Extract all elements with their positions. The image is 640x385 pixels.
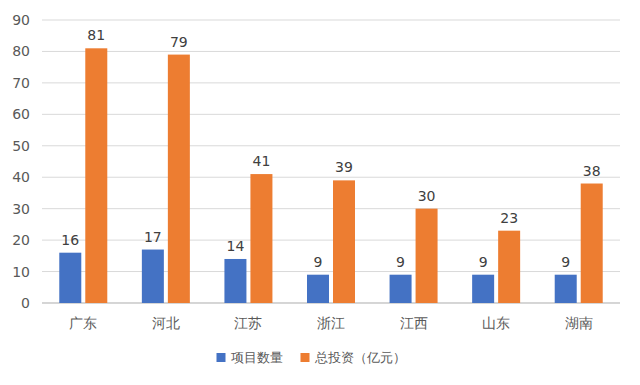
y-tick-label: 10 [12, 264, 30, 280]
bar [472, 275, 494, 303]
bar [333, 180, 355, 303]
legend-label: 项目数量 [231, 350, 283, 365]
y-tick-label: 70 [12, 75, 30, 91]
legend: 项目数量 总投资（亿元） [217, 350, 406, 365]
data-label: 9 [561, 254, 570, 270]
grid-line [42, 208, 620, 209]
bar [168, 55, 190, 303]
bar [250, 174, 272, 303]
bar [390, 275, 412, 303]
y-tick-label: 60 [12, 106, 30, 122]
grid-line [42, 177, 620, 178]
data-label: 14 [227, 238, 245, 254]
data-label: 16 [61, 232, 79, 248]
y-tick-label: 20 [12, 232, 30, 248]
x-tick-label: 湖南 [565, 315, 593, 331]
data-label: 38 [583, 163, 601, 179]
legend-label: 总投资（亿元） [314, 350, 406, 365]
x-axis-line [42, 303, 620, 304]
data-label: 17 [144, 229, 162, 245]
bar [581, 184, 603, 303]
data-label: 79 [170, 34, 188, 50]
data-label: 30 [418, 188, 436, 204]
y-tick-label: 80 [12, 43, 30, 59]
x-tick-label: 江苏 [234, 315, 262, 331]
data-label: 81 [87, 27, 105, 43]
bar [224, 259, 246, 303]
y-tick-label: 50 [12, 138, 30, 154]
bars [59, 48, 602, 303]
x-tick-label: 河北 [152, 315, 180, 331]
grid-line [42, 114, 620, 115]
grid-line [42, 240, 620, 241]
grid-line [42, 271, 620, 272]
grid-line [42, 82, 620, 83]
grid-line [42, 20, 620, 21]
y-tick-label: 30 [12, 201, 30, 217]
bar [85, 48, 107, 303]
bar [59, 253, 81, 303]
data-label: 23 [500, 210, 518, 226]
data-label: 9 [396, 254, 405, 270]
grid-line [42, 303, 620, 304]
data-label: 41 [253, 153, 271, 169]
y-tick-label: 40 [12, 169, 30, 185]
x-tick-label: 广东 [69, 315, 97, 331]
data-label: 9 [314, 254, 323, 270]
bar [307, 275, 329, 303]
y-tick-label: 90 [12, 12, 30, 28]
bar [142, 250, 164, 303]
grid-line [42, 51, 620, 52]
grid-line [42, 145, 620, 146]
legend-swatch [217, 353, 226, 362]
y-tick-label: 0 [21, 295, 30, 311]
data-label: 39 [335, 159, 353, 175]
bar [498, 231, 520, 303]
bar [555, 275, 577, 303]
bar [416, 209, 438, 303]
legend-swatch [301, 353, 310, 362]
chart: 0 10 20 30 40 50 60 70 80 90 16 17 14 9 9 9 9 81 79 41 39 30 2… [0, 0, 640, 385]
x-tick-label: 山东 [482, 315, 510, 331]
data-label: 9 [479, 254, 488, 270]
x-tick-label: 江西 [400, 315, 428, 331]
x-tick-label: 浙江 [317, 315, 345, 331]
